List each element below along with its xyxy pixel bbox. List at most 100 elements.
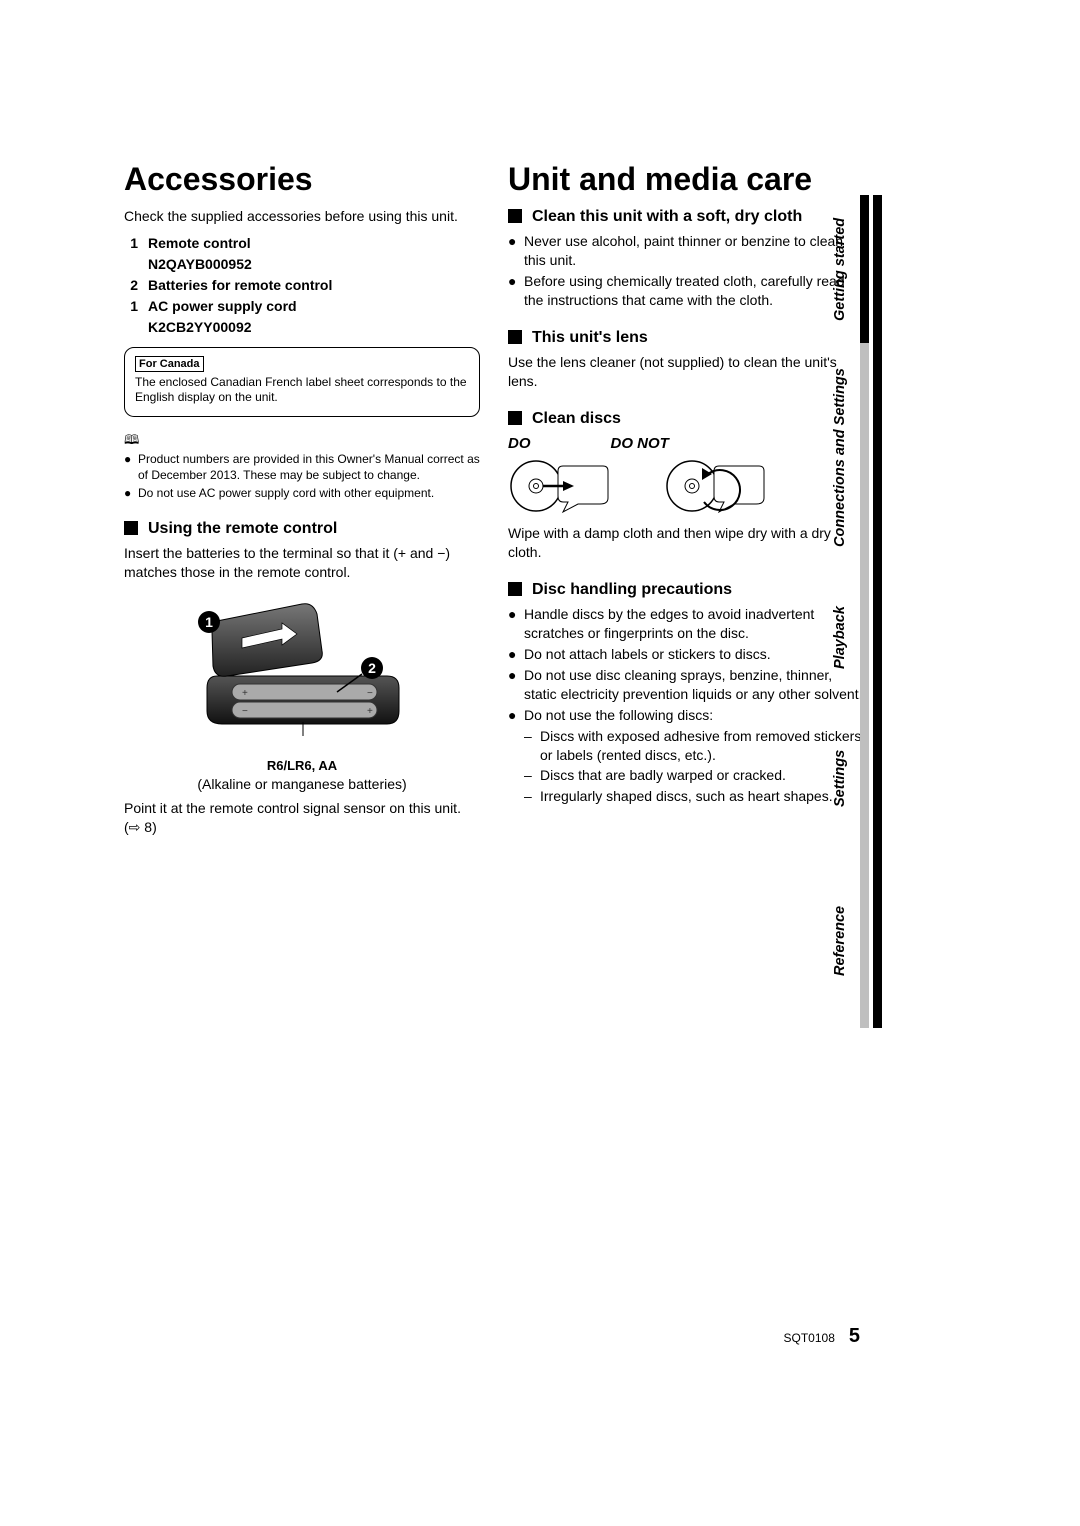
do-donot-labels: DO DO NOT — [508, 434, 864, 454]
remote-illustration: + − − + 1 2 — [187, 596, 417, 746]
tab-label: Playback — [832, 573, 848, 703]
section-title: Clean this unit with a soft, dry cloth — [532, 207, 802, 226]
accessory-list: 1 Remote control N2QAYB000952 2 Batterie… — [124, 234, 480, 336]
accessory-partnum: N2QAYB000952 — [148, 255, 480, 274]
accessory-qty: 1 — [124, 234, 138, 274]
bullet-item: ●Do not attach labels or stickers to dis… — [508, 645, 864, 664]
accessory-item: 2 Batteries for remote control — [124, 276, 480, 295]
donot-label: DO NOT — [611, 434, 669, 454]
note-text: Do not use AC power supply cord with oth… — [138, 485, 480, 501]
disc-donot-icon — [664, 458, 784, 514]
accessories-intro: Check the supplied accessories before us… — [124, 207, 480, 226]
unit-care-heading: Unit and media care — [508, 158, 864, 201]
tab-bars — [860, 573, 882, 703]
disc-do-icon — [508, 458, 628, 514]
side-tab: Reference — [832, 853, 882, 1028]
square-bullet-icon — [124, 521, 138, 535]
accessory-label: Remote control — [148, 234, 480, 253]
bullet-item: ●Do not use disc cleaning sprays, benzin… — [508, 666, 864, 704]
sub-item: –Discs with exposed adhesive from remove… — [524, 727, 864, 765]
side-tab: Playback — [832, 573, 882, 703]
tab-bar-indicator — [860, 853, 869, 1028]
svg-text:−: − — [367, 688, 373, 699]
accessory-label: Batteries for remote control — [148, 276, 480, 295]
bullet-item: ●Handle discs by the edges to avoid inad… — [508, 605, 864, 643]
accessory-qty: 2 — [124, 276, 138, 295]
tab-bar-edge — [873, 853, 882, 1028]
bullet-text: Do not use the following discs: — [524, 706, 864, 725]
side-tab: Getting started — [832, 195, 882, 343]
sub-text: Irregularly shaped discs, such as heart … — [540, 787, 864, 806]
tab-bars — [860, 853, 882, 1028]
page-content: Accessories Check the supplied accessori… — [124, 158, 864, 843]
side-tab: Connections and Settings — [832, 343, 882, 573]
svg-text:1: 1 — [205, 614, 213, 630]
body-text: Use the lens cleaner (not supplied) to c… — [508, 353, 864, 391]
tab-bar-edge — [873, 195, 882, 343]
canada-text: The enclosed Canadian French label sheet… — [135, 375, 469, 406]
tab-bar-edge — [873, 703, 882, 853]
book-icon: 🕮 — [124, 432, 139, 447]
link-arrow-icon: ⇨ — [129, 819, 141, 835]
body-text: Wipe with a damp cloth and then wipe dry… — [508, 524, 864, 562]
square-bullet-icon — [508, 582, 522, 596]
tab-label: Getting started — [832, 195, 848, 343]
section-title: Clean discs — [532, 409, 621, 428]
note-item: ● Product numbers are provided in this O… — [124, 451, 480, 483]
section-title: Disc handling precautions — [532, 580, 732, 599]
bullet-text: Never use alcohol, paint thinner or benz… — [524, 232, 864, 270]
square-bullet-icon — [508, 330, 522, 344]
tab-bars — [860, 343, 882, 573]
section-heading: Disc handling precautions — [508, 580, 864, 599]
svg-text:+: + — [367, 706, 373, 717]
tab-label: Reference — [832, 853, 848, 1028]
left-column: Accessories Check the supplied accessori… — [124, 158, 480, 843]
section-heading: This unit's lens — [508, 328, 864, 347]
section-title: Using the remote control — [148, 519, 337, 538]
tab-bar-indicator — [860, 343, 869, 573]
bullet-text: Handle discs by the edges to avoid inadv… — [524, 605, 864, 643]
accessory-partnum: K2CB2YY00092 — [148, 318, 480, 337]
svg-text:−: − — [242, 706, 248, 717]
section-heading: Clean this unit with a soft, dry cloth — [508, 207, 864, 226]
tab-bar-indicator — [860, 573, 869, 703]
canada-note-box: For Canada The enclosed Canadian French … — [124, 347, 480, 417]
tab-bars — [860, 703, 882, 853]
tab-bar-indicator — [860, 703, 869, 853]
tab-bar-indicator — [860, 195, 869, 343]
page-footer: SQT0108 5 — [784, 1325, 861, 1348]
doc-code: SQT0108 — [784, 1331, 835, 1345]
tab-bar-edge — [873, 573, 882, 703]
tab-bars — [860, 195, 882, 343]
square-bullet-icon — [508, 209, 522, 223]
body-text: Point it at the remote control signal se… — [124, 799, 480, 837]
accessory-item: 1 AC power supply cord K2CB2YY00092 — [124, 297, 480, 337]
notes-section: 🕮 ● Product numbers are provided in this… — [124, 431, 480, 501]
bullet-text: Do not attach labels or stickers to disc… — [524, 645, 864, 664]
tab-label: Settings — [832, 703, 848, 853]
bullet-item: ●Before using chemically treated cloth, … — [508, 272, 864, 310]
section-title: This unit's lens — [532, 328, 648, 347]
accessory-label: AC power supply cord — [148, 297, 480, 316]
body-text: Insert the batteries to the terminal so … — [124, 544, 480, 582]
sub-item: –Irregularly shaped discs, such as heart… — [524, 787, 864, 806]
do-label: DO — [508, 434, 531, 454]
side-tabs: Getting startedConnections and SettingsP… — [832, 195, 882, 1028]
sub-text: Discs with exposed adhesive from removed… — [540, 727, 864, 765]
right-column: Unit and media care Clean this unit with… — [508, 158, 864, 843]
bullet-item: ●Do not use the following discs: — [508, 706, 864, 725]
side-tab: Settings — [832, 703, 882, 853]
section-heading: Clean discs — [508, 409, 864, 428]
bullet-item: ●Never use alcohol, paint thinner or ben… — [508, 232, 864, 270]
accessory-item: 1 Remote control N2QAYB000952 — [124, 234, 480, 274]
disc-diagram-row — [508, 458, 864, 514]
page-number: 5 — [849, 1325, 860, 1348]
square-bullet-icon — [508, 411, 522, 425]
sub-item: –Discs that are badly warped or cracked. — [524, 766, 864, 785]
accessories-heading: Accessories — [124, 158, 480, 201]
bullet-text: Before using chemically treated cloth, c… — [524, 272, 864, 310]
remote-control-figure: + − − + 1 2 R6/LR6, AA (Alkaline or mang… — [177, 596, 427, 793]
canada-label: For Canada — [135, 356, 204, 372]
note-text: Product numbers are provided in this Own… — [138, 451, 480, 483]
battery-type-label: R6/LR6, AA — [177, 757, 427, 775]
